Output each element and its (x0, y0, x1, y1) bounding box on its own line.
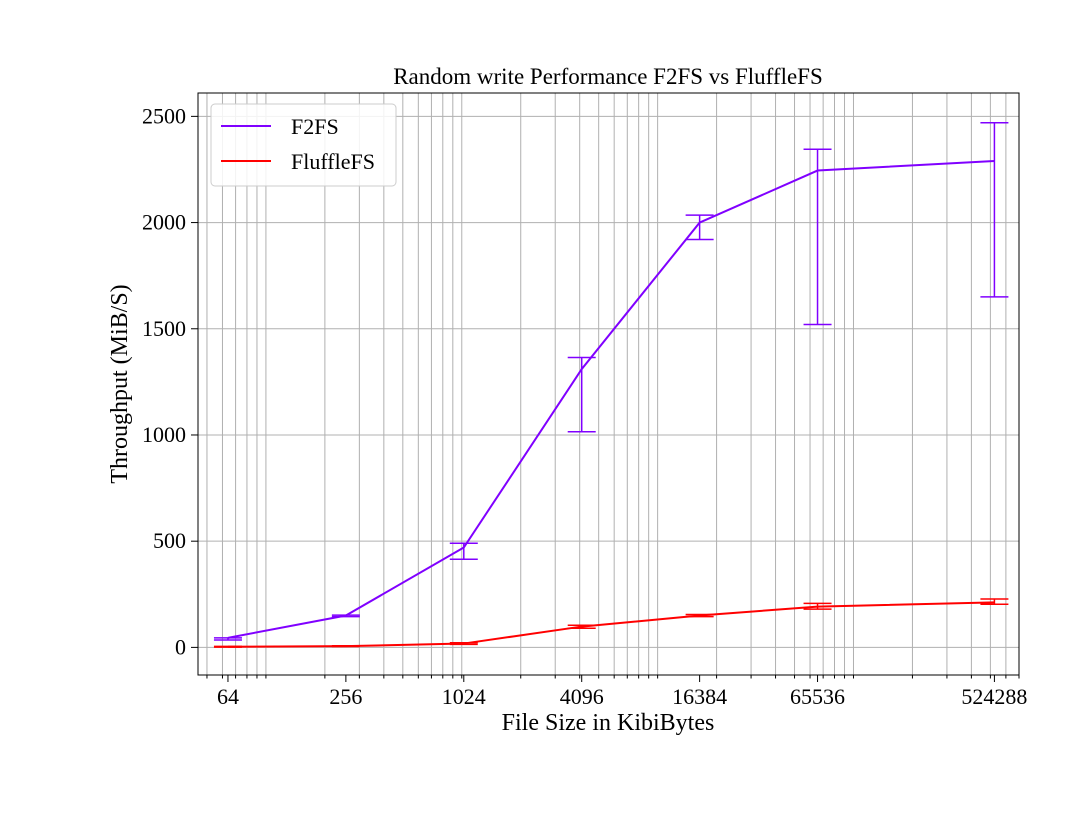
legend-box (210, 103, 397, 187)
y-tick-label: 0 (175, 634, 186, 659)
legend: F2FS FluffleFS (210, 103, 397, 187)
x-tick-label: 256 (329, 684, 362, 709)
y-axis-label: Throughput (MiB/S) (107, 284, 133, 483)
x-tick-label: 65536 (790, 684, 845, 709)
grid (198, 93, 1020, 675)
error-bar (449, 641, 478, 646)
y-tick-label: 1000 (142, 422, 186, 447)
y-tick-label: 2000 (142, 210, 186, 235)
series-layer (213, 121, 1009, 648)
x-axis-label: File Size in KibiBytes (502, 710, 715, 736)
error-bar (449, 542, 478, 560)
error-bar (980, 598, 1009, 606)
error-bar (213, 637, 242, 641)
x-tick-label: 524288 (961, 684, 1027, 709)
legend-entry: FluffleFS (221, 149, 375, 174)
error-bar (685, 613, 714, 618)
error-bar (803, 602, 832, 610)
x-tick-label: 16384 (672, 684, 727, 709)
chart-title: Random write Performance F2FS vs Fluffle… (393, 64, 823, 89)
legend-label: F2FS (291, 114, 339, 139)
error-bar (213, 645, 242, 648)
error-bar (567, 624, 596, 630)
ticks: 0 500 1000 1500 2000 2500 64 256 1024 4096 16384 65… (142, 103, 1027, 709)
error-bar (331, 614, 360, 618)
legend-label: FluffleFS (291, 149, 375, 174)
plot-frame (197, 92, 1020, 676)
series-flufflefs (213, 598, 1009, 648)
error-bar (980, 121, 1009, 298)
error-bar (567, 356, 596, 433)
error-bar (331, 644, 360, 648)
y-tick-label: 2500 (142, 103, 186, 128)
x-tick-label: 1024 (442, 684, 486, 709)
error-bar (685, 214, 714, 241)
x-tick-label: 4096 (560, 684, 604, 709)
error-bar (803, 148, 832, 326)
legend-entry: F2FS (221, 114, 339, 139)
y-tick-label: 500 (153, 528, 186, 553)
x-tick-label: 64 (217, 684, 239, 709)
y-tick-label: 1500 (142, 316, 186, 341)
series-f2fs (213, 121, 1009, 641)
